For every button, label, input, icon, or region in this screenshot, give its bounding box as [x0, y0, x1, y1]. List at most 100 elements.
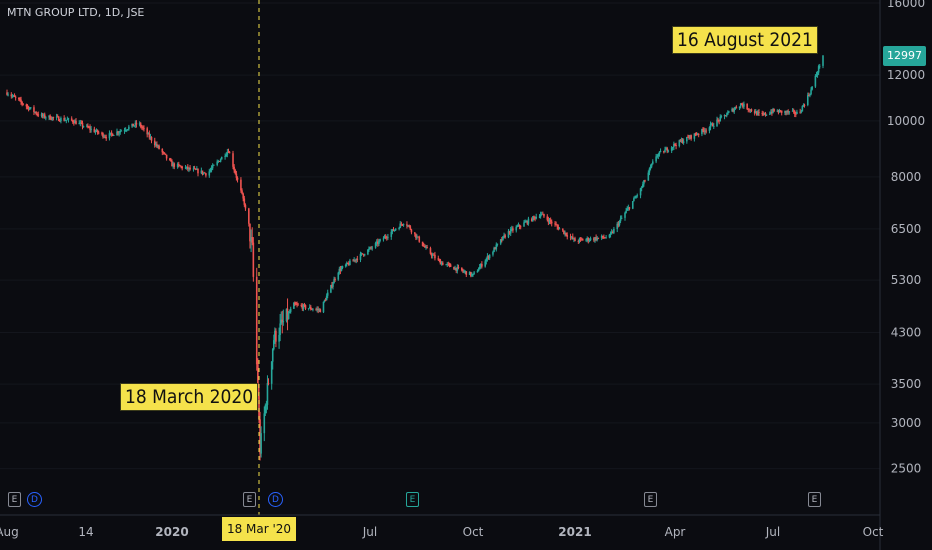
candle-body: [202, 172, 205, 174]
candle-body: [312, 309, 314, 311]
candle-body: [703, 130, 705, 133]
x-tick-label: Oct: [863, 525, 884, 539]
candle-body: [770, 112, 772, 114]
candle-body: [370, 247, 372, 249]
candle-body: [764, 112, 767, 116]
candle-body: [793, 110, 796, 114]
candle-body: [332, 283, 334, 287]
candle-body: [393, 229, 396, 231]
candle-body: [60, 117, 62, 122]
earnings-icon[interactable]: E: [8, 492, 21, 507]
earnings-icon[interactable]: E: [406, 492, 419, 507]
candle-body: [334, 279, 336, 280]
candle-body: [75, 120, 77, 125]
candle-body: [301, 305, 304, 309]
earnings-icon[interactable]: E: [644, 492, 657, 507]
candle-body: [585, 239, 587, 241]
candle-body: [469, 271, 472, 276]
candle-body: [454, 267, 456, 270]
candle-body: [430, 253, 433, 256]
dividend-icon[interactable]: D: [27, 492, 42, 507]
candle-body: [33, 107, 35, 113]
candle-body: [701, 129, 703, 135]
candle-body: [264, 405, 267, 414]
candle-body: [258, 395, 260, 420]
candle-body: [82, 126, 85, 128]
candle-body: [708, 127, 711, 131]
candle-body: [517, 224, 520, 227]
candle-body: [434, 254, 436, 259]
candle-body: [224, 156, 226, 157]
candle-body: [547, 219, 550, 223]
candle-body: [678, 140, 681, 147]
candle-body: [110, 132, 113, 134]
candle-body: [201, 170, 204, 174]
candle-body: [613, 228, 615, 233]
candle-body: [643, 180, 645, 185]
candle-body: [690, 135, 692, 139]
candle-body: [778, 110, 781, 113]
y-tick-label: 8000: [891, 170, 922, 184]
candle-body: [97, 132, 100, 134]
candle-body: [29, 107, 32, 109]
candle-body: [103, 136, 105, 138]
candle-body: [570, 236, 573, 238]
earnings-icon[interactable]: E: [243, 492, 256, 507]
candle-body: [628, 207, 631, 209]
candle-body: [787, 110, 790, 113]
candle-body: [425, 247, 427, 248]
candle-body: [773, 108, 775, 112]
candle-body: [400, 223, 403, 225]
candle-body: [311, 309, 313, 311]
candle-body: [625, 210, 627, 213]
candle-body: [688, 137, 690, 139]
candle-body: [90, 128, 92, 130]
symbol-title: MTN GROUP LTD, 1D, JSE: [7, 6, 145, 19]
candle-body: [407, 225, 409, 227]
candle-body: [725, 114, 728, 117]
candle-body: [711, 123, 714, 127]
candle-body: [627, 207, 630, 209]
candle-body: [340, 268, 343, 271]
candle-body: [80, 122, 83, 124]
candle-body: [705, 130, 708, 132]
candle-body: [317, 309, 319, 310]
candle-body: [680, 139, 683, 142]
candle-body: [108, 133, 111, 139]
dividend-icon[interactable]: D: [268, 492, 283, 507]
candle-body: [139, 123, 142, 127]
candle-body: [21, 101, 23, 104]
candle-body: [267, 383, 270, 384]
candle-body: [40, 114, 43, 116]
candle-body: [193, 168, 196, 170]
candle-body: [753, 111, 756, 114]
candle-body: [809, 94, 811, 96]
candle-body: [611, 231, 614, 233]
candle-body: [347, 262, 349, 264]
candle-body: [87, 125, 89, 128]
candle-body: [577, 241, 580, 242]
candle-body: [119, 131, 122, 133]
candle-body: [105, 137, 108, 139]
earnings-icon[interactable]: E: [808, 492, 821, 507]
candle-body: [549, 219, 552, 222]
candle-body: [601, 235, 604, 238]
candle-body: [679, 140, 682, 142]
candle-body: [385, 237, 388, 239]
candle-body: [378, 240, 380, 244]
candle-body: [696, 134, 699, 135]
candle-body: [515, 226, 518, 231]
candle-body: [565, 232, 567, 236]
candle-body: [56, 116, 59, 118]
candle-body: [67, 118, 70, 120]
candle-body: [162, 152, 165, 154]
candle-body: [125, 129, 128, 131]
candle-body: [681, 139, 684, 143]
candle-body: [597, 237, 600, 239]
candle-body: [618, 221, 621, 226]
candle-body: [578, 238, 581, 242]
candle-body: [747, 109, 750, 111]
candle-body: [141, 126, 143, 128]
candle-body: [617, 223, 620, 226]
